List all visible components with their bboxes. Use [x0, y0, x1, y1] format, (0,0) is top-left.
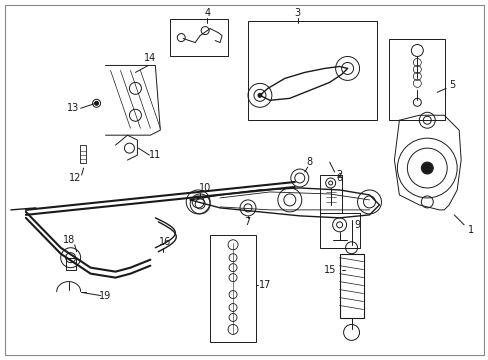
- Bar: [80, 145, 85, 163]
- Circle shape: [421, 162, 432, 174]
- Bar: [319, 175, 341, 213]
- Text: 3: 3: [294, 8, 300, 18]
- Text: 1: 1: [467, 225, 473, 235]
- Bar: [339, 254, 363, 319]
- Text: 15: 15: [323, 265, 335, 275]
- Circle shape: [258, 93, 262, 97]
- Text: 8: 8: [306, 157, 312, 167]
- Text: 6: 6: [336, 173, 342, 183]
- Text: 9: 9: [354, 220, 360, 230]
- Text: 11: 11: [149, 150, 161, 160]
- Bar: [247, 21, 377, 120]
- Text: 5: 5: [448, 80, 454, 90]
- Bar: [388, 39, 444, 120]
- Bar: [170, 19, 227, 57]
- Text: 13: 13: [66, 103, 79, 113]
- Text: 17: 17: [258, 280, 270, 289]
- Text: 14: 14: [144, 54, 156, 63]
- Text: 19: 19: [99, 291, 111, 301]
- Bar: [319, 213, 359, 248]
- Text: 12: 12: [68, 173, 81, 183]
- Text: 16: 16: [159, 237, 171, 247]
- Circle shape: [94, 101, 99, 105]
- Text: 4: 4: [203, 8, 210, 18]
- Text: 10: 10: [199, 183, 211, 193]
- Bar: [65, 258, 76, 270]
- Bar: [210, 235, 255, 342]
- Text: 18: 18: [62, 235, 75, 245]
- Text: 7: 7: [244, 217, 249, 227]
- Text: 2: 2: [336, 170, 342, 180]
